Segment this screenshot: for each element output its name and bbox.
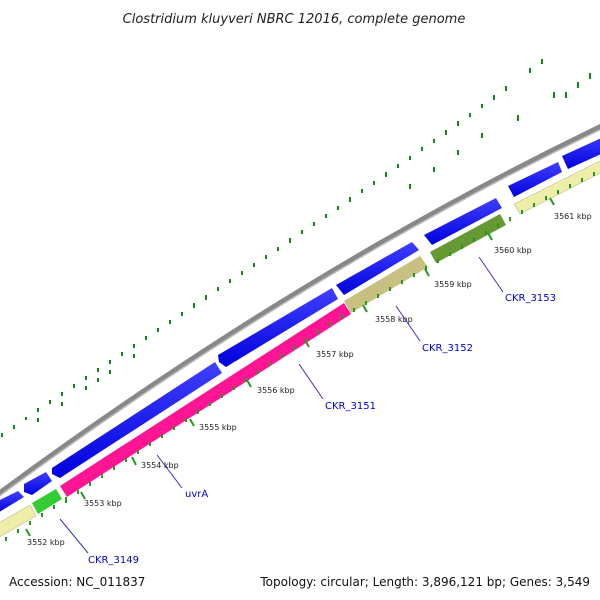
gene-label[interactable]: CKR_3153 bbox=[505, 293, 556, 304]
gene-feature[interactable] bbox=[562, 134, 600, 169]
cds-green[interactable] bbox=[32, 489, 62, 514]
tick-label: 3557 kbp bbox=[316, 350, 354, 359]
cds-yellow-left[interactable] bbox=[0, 504, 37, 539]
tick-label: 3552 kbp bbox=[27, 538, 65, 547]
forward-strand bbox=[0, 134, 600, 514]
inner-ticks bbox=[5, 172, 595, 541]
tick-label: 3553 kbp bbox=[84, 499, 122, 508]
label-leaders bbox=[59, 256, 504, 554]
cds-yellow-right[interactable] bbox=[513, 156, 600, 215]
gene-feature[interactable] bbox=[508, 162, 562, 197]
major-ticks bbox=[25, 197, 555, 537]
cds-khaki[interactable] bbox=[344, 256, 428, 313]
tick-label: 3555 kbp bbox=[199, 423, 237, 432]
genome-backbone bbox=[0, 124, 600, 496]
gc-dots-ring bbox=[1, 59, 591, 437]
cds-ring bbox=[0, 156, 600, 539]
tick-label: 3554 kbp bbox=[141, 461, 179, 470]
gene-feature[interactable] bbox=[336, 242, 419, 295]
tick-label: 3561 kbp bbox=[554, 212, 592, 221]
gene-feature[interactable] bbox=[424, 198, 502, 245]
tick-label: 3556 kbp bbox=[257, 386, 295, 395]
gene-labels: CKR_3149 uvrA CKR_3151 CKR_3152 CKR_3153 bbox=[88, 293, 556, 566]
cds-olive[interactable] bbox=[430, 214, 506, 263]
gene-feature[interactable] bbox=[52, 362, 222, 478]
accession-text: Accession: NC_011837 bbox=[9, 575, 145, 589]
gene-feature[interactable] bbox=[218, 288, 338, 367]
gene-label[interactable]: uvrA bbox=[185, 489, 208, 500]
map-title: Clostridium kluyveri NBRC 12016, complet… bbox=[123, 12, 466, 27]
backbone-shadow bbox=[0, 128, 600, 497]
tick-label: 3558 kbp bbox=[375, 315, 413, 324]
tick-label: 3559 kbp bbox=[434, 280, 472, 289]
gene-label[interactable]: CKR_3152 bbox=[422, 343, 473, 354]
tick-label: 3560 kbp bbox=[494, 246, 532, 255]
gene-label[interactable]: CKR_3149 bbox=[88, 555, 139, 566]
tick-labels: 3552 kbp 3553 kbp 3554 kbp 3555 kbp 3556… bbox=[27, 212, 592, 547]
cds-pink[interactable] bbox=[60, 303, 351, 497]
gene-feature[interactable] bbox=[0, 491, 24, 514]
genome-summary-text: Topology: circular; Length: 3,896,121 bp… bbox=[259, 575, 590, 589]
gene-label[interactable]: CKR_3151 bbox=[325, 401, 376, 412]
gene-feature[interactable] bbox=[24, 472, 52, 495]
